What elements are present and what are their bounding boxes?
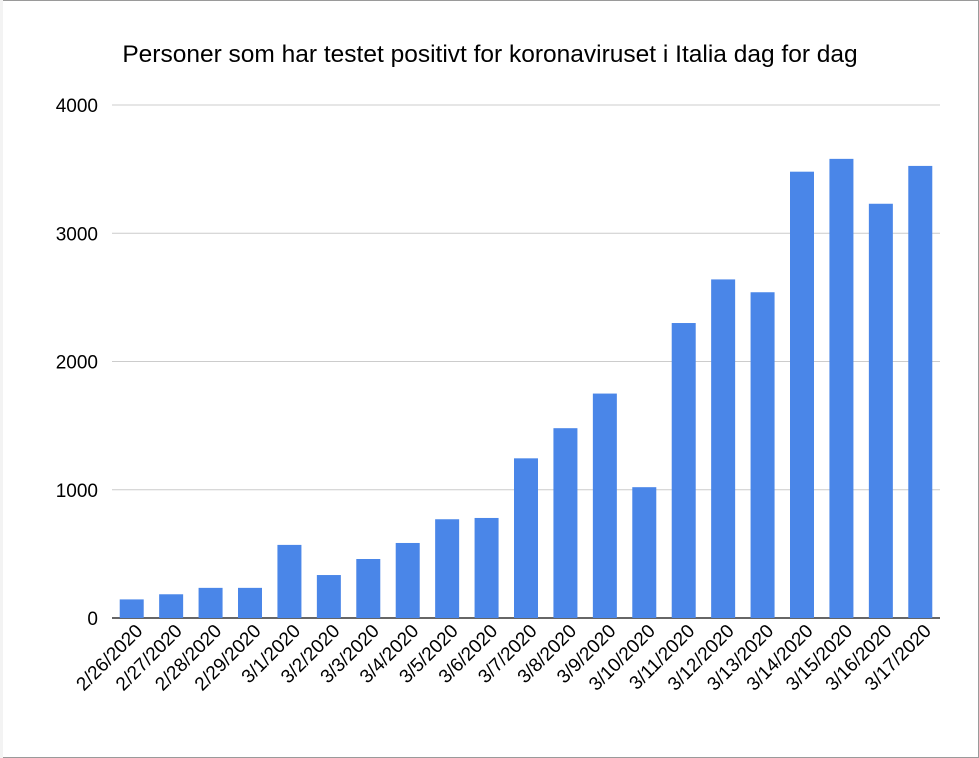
bar [868,203,893,618]
bar [395,542,420,618]
bar [198,587,223,618]
bar [238,587,262,618]
y-tick-label: 3000 [56,224,98,245]
chart-title: Personer som har testet positivt for kor… [122,41,857,68]
bar [750,292,775,618]
bar [592,393,617,618]
bar [277,544,302,618]
bar [908,165,933,618]
bar [356,559,381,618]
y-tick-label: 1000 [56,481,98,502]
bar [829,158,854,619]
y-axis-ticks: 0 1000 2000 3000 4000 [56,96,98,630]
x-axis-ticks: 2/26/20202/27/20202/28/20202/29/20203/1/… [73,621,936,696]
bar [514,458,538,618]
y-tick-label: 0 [87,609,98,630]
bar [159,594,184,618]
bars [119,158,933,619]
bar [671,323,696,618]
bar [632,487,657,618]
bar [316,575,341,618]
bar [435,519,460,618]
bar [474,517,499,618]
y-tick-label: 4000 [56,96,98,117]
left-edge-strip [0,0,3,758]
bar [711,279,736,618]
bar [553,428,578,618]
y-tick-label: 2000 [56,353,98,374]
bar [790,171,814,618]
bar [119,599,144,618]
